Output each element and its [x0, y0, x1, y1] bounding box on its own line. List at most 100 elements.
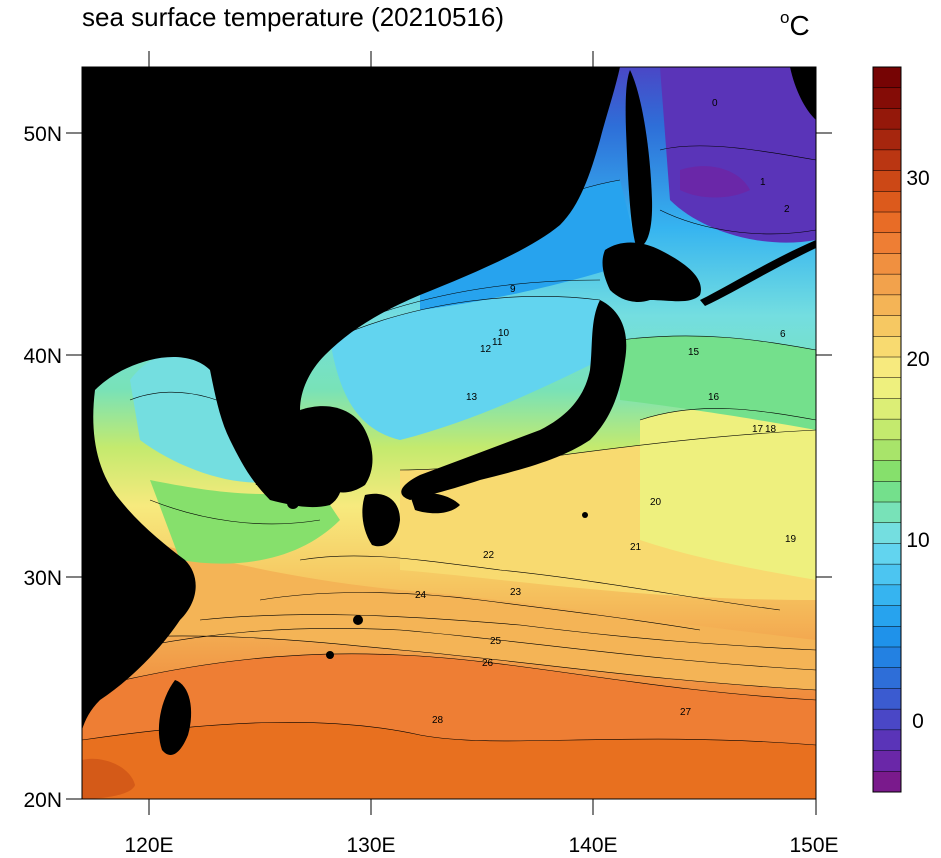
contour-label-13: 13 — [466, 392, 478, 403]
contour-label-14: 14 — [255, 477, 267, 488]
sst-band-20 — [640, 408, 816, 580]
colorbar-swatch — [873, 729, 901, 751]
colorbar-swatch — [873, 439, 901, 461]
contour-line-12 — [329, 296, 601, 341]
contour-label-12: 12 — [480, 344, 492, 355]
colorbar-swatch — [873, 522, 901, 544]
contour-line-10 — [359, 279, 601, 321]
contour-line-27 — [82, 653, 816, 701]
contour-label-23: 23 — [510, 587, 522, 598]
contour-label-27: 27 — [680, 707, 692, 718]
colorbar-frame — [872, 66, 902, 793]
colorbar-label-0: 0 — [912, 710, 924, 733]
y-tick-label-50n: 50N — [23, 123, 62, 146]
colorbar-swatch — [873, 232, 901, 254]
colorbar-label-20: 20 — [906, 348, 929, 371]
colorbar-swatch — [873, 647, 901, 669]
contour-line-28 — [82, 721, 816, 746]
sst-band-29 — [82, 758, 135, 799]
sst-band-28 — [82, 722, 816, 799]
colorbar-swatch — [873, 419, 901, 441]
colorbar-swatch — [873, 377, 901, 399]
unit-label: oC — [780, 2, 810, 42]
colorbar-swatch — [873, 336, 901, 358]
colorbar-swatch — [873, 294, 901, 316]
unit-celsius: C — [789, 10, 810, 41]
contour-label-18: 18 — [765, 424, 777, 435]
contour-label-22: 22 — [483, 550, 495, 561]
land-kyushu — [362, 493, 400, 547]
contour-label-24: 24 — [415, 590, 427, 601]
land-hokkaido — [602, 242, 701, 302]
x-tick-label-150e: 150E — [789, 834, 838, 857]
degree-symbol: o — [780, 8, 790, 27]
contour-label-20: 20 — [650, 497, 662, 508]
contour-label-10: 10 — [498, 328, 510, 339]
colorbar-swatch — [873, 709, 901, 731]
contour-label-17: 17 — [752, 424, 764, 435]
contour-label-1: 1 — [760, 177, 766, 188]
land-sakhalin — [625, 70, 653, 247]
contour-label-25: 25 — [490, 636, 502, 647]
colorbar-swatch — [873, 191, 901, 213]
contour-line-23 — [259, 592, 701, 631]
x-tick-label-120e: 120E — [124, 834, 173, 857]
colorbar-swatch — [873, 274, 901, 296]
x-tick-label-130e: 130E — [346, 834, 395, 857]
colorbar-swatch — [873, 667, 901, 689]
colorbar-swatch — [873, 750, 901, 772]
sst-band-0 — [660, 67, 816, 243]
colorbar-swatch — [873, 212, 901, 234]
tick-marks — [66, 51, 832, 815]
colorbar-swatch — [873, 688, 901, 710]
colorbar-swatch — [873, 315, 901, 337]
land-taiwan — [158, 680, 192, 755]
contour-label-19: 19 — [785, 534, 797, 545]
contour-label-11: 11 — [492, 337, 503, 348]
contour-line-1 — [659, 145, 816, 161]
land-shikoku — [410, 493, 460, 514]
contour-line-2 — [659, 209, 816, 235]
colorbar-swatch — [873, 481, 901, 503]
colorbar-swatch — [873, 543, 901, 565]
colorbar-label-10: 10 — [906, 529, 929, 552]
land-asian-continent — [82, 67, 620, 730]
colorbar-swatch — [873, 67, 901, 89]
colorbar-labels: 0 10 20 30 — [906, 167, 929, 733]
colorbar-swatch — [873, 108, 901, 130]
sst-band-minus1 — [680, 166, 750, 198]
colorbar-swatch — [873, 129, 901, 151]
y-tick-label-30n: 30N — [23, 567, 62, 590]
land-korean-peninsula — [300, 406, 373, 493]
contour-label-16: 16 — [708, 392, 720, 403]
colorbar-swatch — [873, 253, 901, 275]
map-title: sea surface temperature (20210516) — [82, 2, 505, 32]
contour-line-20 — [639, 408, 816, 421]
axis-labels: 120E 130E 140E 150E 20N 30N 40N 50N — [23, 123, 838, 857]
land-ryukyu-island-2 — [326, 651, 334, 659]
colorbar-swatch — [873, 87, 901, 109]
contour-line-25 — [199, 614, 816, 651]
y-tick-label-40n: 40N — [23, 345, 62, 368]
colorbar-swatch — [873, 460, 901, 482]
contour-line-26 — [82, 628, 816, 671]
contour-line-16 — [619, 335, 816, 351]
contour-label-0: 0 — [712, 98, 718, 109]
contour-label-6: 6 — [780, 329, 786, 340]
land-izu-island — [582, 512, 588, 518]
contour-label-28: 28 — [432, 715, 444, 726]
map-field: 0 1 2 6 9 10 11 12 13 14 15 16 17 18 19 … — [82, 67, 816, 799]
colorbar-swatch — [873, 149, 901, 171]
colorbar-swatch — [873, 502, 901, 524]
contour-label-9: 9 — [510, 284, 516, 295]
contour-line-24 — [82, 635, 816, 691]
y-tick-label-20n: 20N — [23, 789, 62, 812]
colorbar-swatch — [873, 584, 901, 606]
land — [82, 67, 816, 755]
contour-labels: 0 1 2 6 9 10 11 12 13 14 15 16 17 18 19 … — [255, 98, 797, 726]
contour-label-2: 2 — [784, 204, 790, 215]
contour-line-18 — [149, 499, 321, 525]
colorbar-swatch — [873, 626, 901, 648]
land-ryukyu-island-1 — [353, 615, 363, 625]
